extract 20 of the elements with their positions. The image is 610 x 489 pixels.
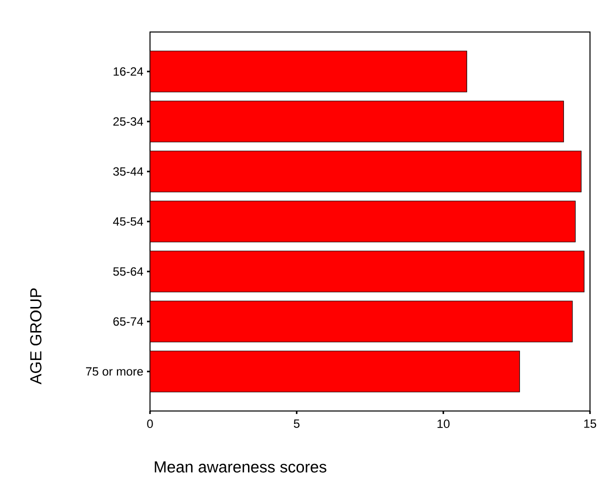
y-tick-label: 55-64	[113, 267, 144, 276]
x-tick-label: 10	[438, 420, 450, 428]
bar	[150, 150, 582, 192]
x-axis-title: Mean awareness scores	[154, 461, 326, 473]
y-tick-label: 16-24	[114, 67, 144, 76]
y-tick-label: 45-54	[113, 217, 144, 226]
y-tick-label: 65-74	[113, 317, 144, 326]
bar	[150, 50, 468, 92]
y-tick-label: 75 or more	[86, 367, 143, 376]
y-tick-label: 35-44	[113, 167, 144, 176]
bar	[150, 100, 564, 142]
x-tick-label: 0	[147, 420, 153, 428]
bar	[150, 300, 573, 342]
bar	[150, 250, 584, 292]
bar	[150, 200, 576, 242]
x-tick-label: 5	[294, 420, 300, 428]
y-axis-title: AGE GROUP	[30, 288, 42, 384]
bar	[150, 350, 520, 392]
x-tick-label: 15	[584, 420, 596, 428]
y-tick-label: 25-34	[113, 117, 144, 126]
